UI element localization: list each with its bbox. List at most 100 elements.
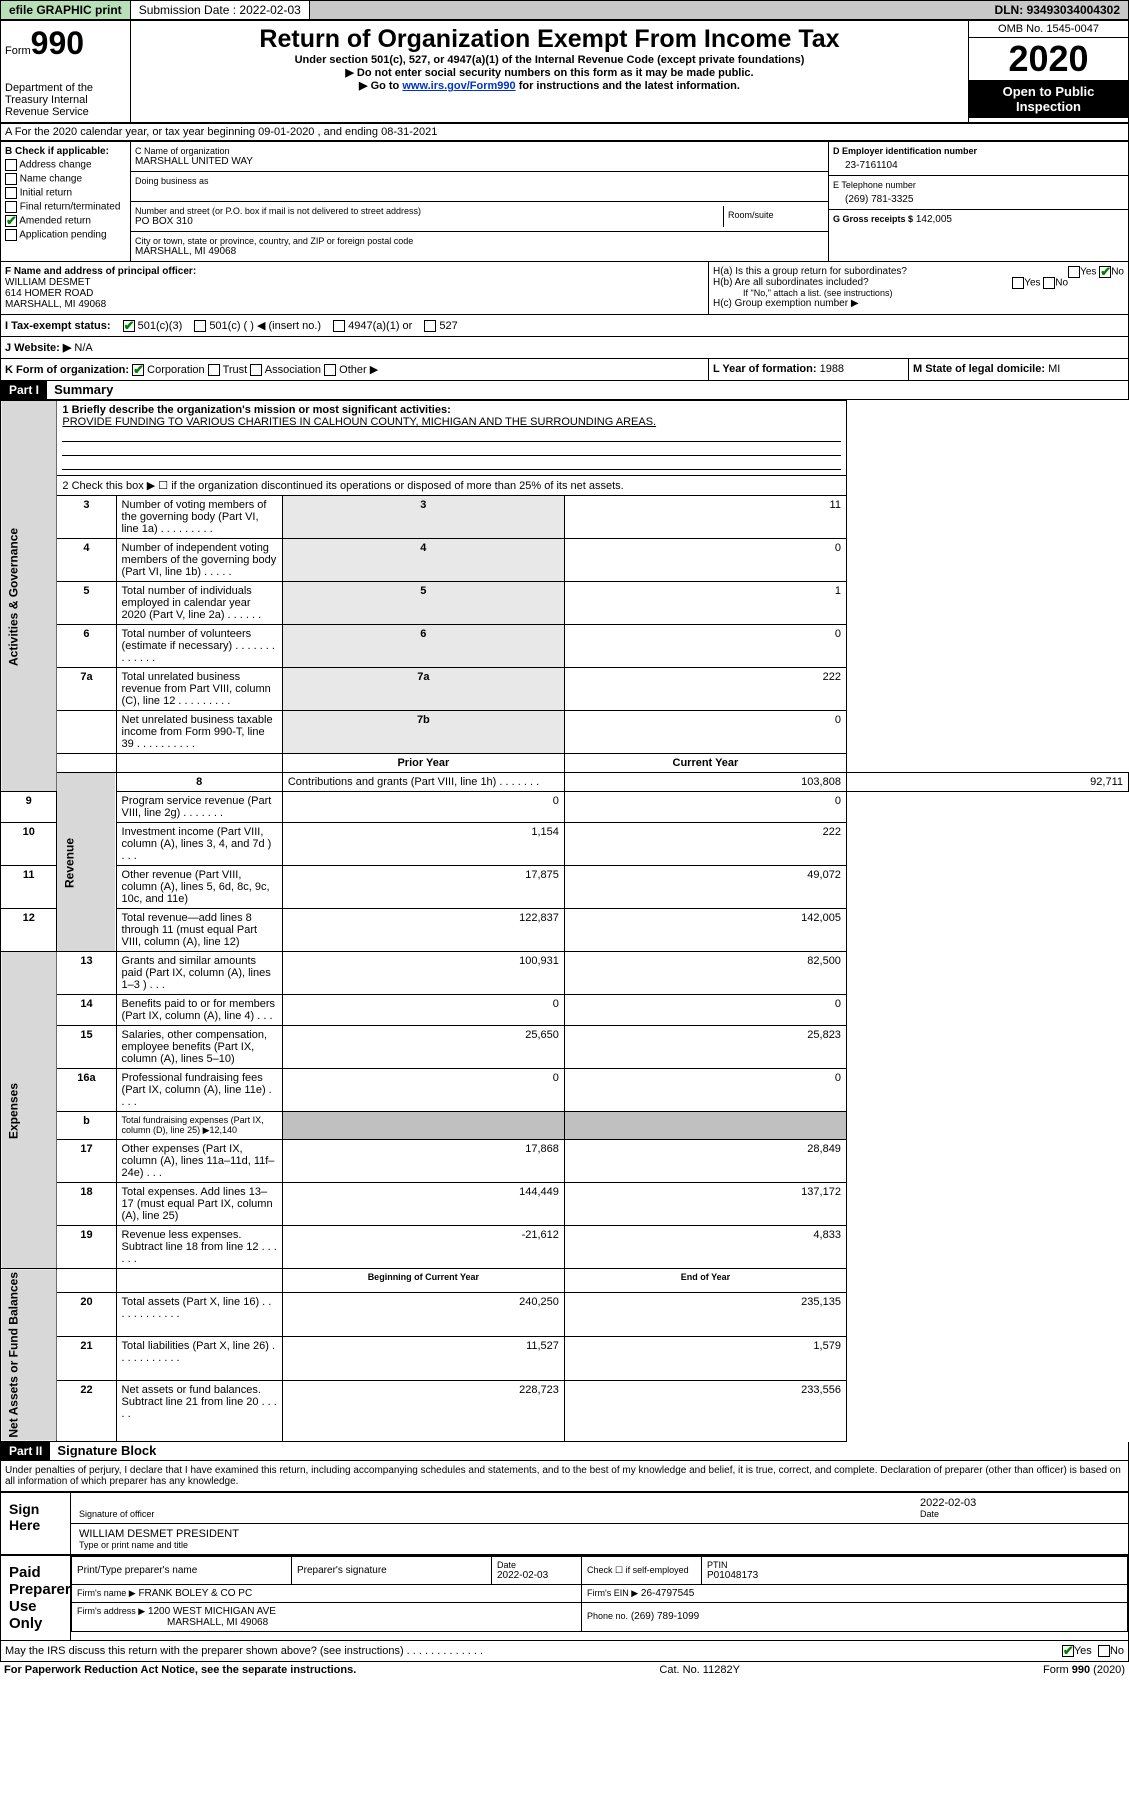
self-emp: Check ☐ if self-employed bbox=[582, 1556, 702, 1584]
table-row: 21Total liabilities (Part X, line 26) . … bbox=[1, 1337, 1129, 1381]
gross-receipts-label: G Gross receipts $ bbox=[833, 214, 913, 224]
footer-left: For Paperwork Reduction Act Notice, see … bbox=[4, 1664, 356, 1676]
firm-addr-label: Firm's address ▶ bbox=[77, 1606, 145, 1616]
hb-row: H(b) Are all subordinates included? Yes … bbox=[713, 277, 1124, 288]
tax-status-label: I Tax-exempt status: bbox=[5, 320, 111, 332]
sign-here-block: Sign Here Signature of officer 2022-02-0… bbox=[0, 1492, 1129, 1555]
firm-addr2: MARSHALL, MI 49068 bbox=[77, 1617, 268, 1628]
table-row: Net unrelated business taxable income fr… bbox=[1, 711, 1129, 754]
officer-addr1: 614 HOMER ROAD bbox=[5, 288, 704, 299]
prep-date-label: Date bbox=[497, 1560, 576, 1570]
ein-label: D Employer identification number bbox=[833, 146, 1124, 156]
sig-date-label: Date bbox=[920, 1509, 1120, 1519]
chk-address-change[interactable]: Address change bbox=[5, 159, 126, 171]
officer-print-label: Type or print name and title bbox=[79, 1540, 1120, 1550]
chk-4947[interactable]: 4947(a)(1) or bbox=[333, 320, 412, 332]
address: PO BOX 310 bbox=[135, 216, 723, 227]
box-c: C Name of organization MARSHALL UNITED W… bbox=[131, 142, 828, 261]
chk-app-pending[interactable]: Application pending bbox=[5, 229, 126, 241]
discuss-yes[interactable]: Yes bbox=[1062, 1645, 1092, 1657]
department: Department of the Treasury Internal Reve… bbox=[5, 82, 126, 118]
m-value: MI bbox=[1048, 363, 1060, 375]
chk-501c3[interactable]: 501(c)(3) bbox=[123, 320, 183, 332]
ptin-label: PTIN bbox=[707, 1560, 1122, 1570]
l-label: L Year of formation: bbox=[713, 363, 817, 375]
chk-corp[interactable]: Corporation bbox=[132, 364, 205, 376]
part2-badge: Part II bbox=[1, 1442, 50, 1460]
table-row: 10Investment income (Part VIII, column (… bbox=[1, 823, 1129, 866]
org-name: MARSHALL UNITED WAY bbox=[135, 156, 824, 167]
gross-receipts-value: 142,005 bbox=[916, 214, 952, 225]
chk-assoc[interactable]: Association bbox=[250, 364, 321, 376]
hb-note: If "No," attach a list. (see instruction… bbox=[713, 288, 1124, 298]
discuss-row: May the IRS discuss this return with the… bbox=[0, 1641, 1129, 1662]
officer-name: WILLIAM DESMET bbox=[5, 277, 704, 288]
form-header: Form990 Department of the Treasury Inter… bbox=[0, 20, 1129, 123]
part1-title: Summary bbox=[54, 382, 113, 397]
section-rev: Revenue bbox=[57, 773, 116, 952]
sign-here-label: Sign Here bbox=[1, 1493, 71, 1554]
col-end: End of Year bbox=[564, 1269, 846, 1293]
part1-badge: Part I bbox=[1, 381, 47, 399]
paid-prep-label: Paid Preparer Use Only bbox=[1, 1556, 71, 1640]
table-row: 17Other expenses (Part IX, column (A), l… bbox=[1, 1140, 1129, 1183]
dln: DLN: 93493034004302 bbox=[987, 1, 1128, 19]
firm-phone-label: Phone no. bbox=[587, 1611, 628, 1621]
firm-phone: (269) 789-1099 bbox=[631, 1611, 699, 1622]
chk-other[interactable]: Other ▶ bbox=[324, 364, 378, 376]
chk-final-return[interactable]: Final return/terminated bbox=[5, 201, 126, 213]
dba-label: Doing business as bbox=[135, 176, 824, 186]
paid-preparer-block: Paid Preparer Use Only Print/Type prepar… bbox=[0, 1555, 1129, 1641]
firm-ein: 26-4797545 bbox=[641, 1588, 694, 1599]
part1-header: Part I Summary bbox=[0, 381, 1129, 400]
table-row: 9Program service revenue (Part VIII, lin… bbox=[1, 792, 1129, 823]
table-row: 12Total revenue—add lines 8 through 11 (… bbox=[1, 909, 1129, 952]
table-row: 14Benefits paid to or for members (Part … bbox=[1, 995, 1129, 1026]
table-row: 20Total assets (Part X, line 16) . . . .… bbox=[1, 1293, 1129, 1337]
line2: 2 Check this box ▶ ☐ if the organization… bbox=[57, 476, 847, 496]
form-title: Return of Organization Exempt From Incom… bbox=[135, 25, 964, 54]
table-row: 16aProfessional fundraising fees (Part I… bbox=[1, 1069, 1129, 1112]
form-note2: ▶ Go to www.irs.gov/Form990 for instruct… bbox=[135, 79, 964, 92]
col-beg: Beginning of Current Year bbox=[282, 1269, 564, 1293]
chk-amended-return[interactable]: Amended return bbox=[5, 215, 126, 227]
line-a: A For the 2020 calendar year, or tax yea… bbox=[0, 123, 1129, 141]
prep-date: 2022-02-03 bbox=[497, 1570, 576, 1581]
discuss-no[interactable]: No bbox=[1098, 1645, 1124, 1657]
footer-mid: Cat. No. 11282Y bbox=[659, 1664, 740, 1676]
efile-graphic-button[interactable]: efile GRAPHIC print bbox=[1, 1, 131, 19]
row-f-h: F Name and address of principal officer:… bbox=[0, 262, 1129, 315]
right-info: D Employer identification number 23-7161… bbox=[828, 142, 1128, 261]
chk-527[interactable]: 527 bbox=[424, 320, 457, 332]
city: MARSHALL, MI 49068 bbox=[135, 246, 824, 257]
chk-initial-return[interactable]: Initial return bbox=[5, 187, 126, 199]
ein-value: 23-7161104 bbox=[833, 156, 1124, 171]
firm-addr1: 1200 WEST MICHIGAN AVE bbox=[148, 1606, 276, 1617]
chk-501c[interactable]: 501(c) ( ) ◀ (insert no.) bbox=[194, 319, 321, 332]
table-row: 11Other revenue (Part VIII, column (A), … bbox=[1, 866, 1129, 909]
hc-row: H(c) Group exemption number ▶ bbox=[713, 298, 1124, 309]
tax-year: 2020 bbox=[969, 38, 1128, 80]
section-ag: Activities & Governance bbox=[1, 401, 57, 792]
col-prior: Prior Year bbox=[282, 754, 564, 773]
box-b: B Check if applicable: Address change Na… bbox=[1, 142, 131, 261]
form-number: 990 bbox=[31, 25, 84, 61]
prep-name-label: Print/Type preparer's name bbox=[72, 1556, 292, 1584]
part2-header: Part II Signature Block bbox=[0, 1442, 1129, 1461]
table-row: 19Revenue less expenses. Subtract line 1… bbox=[1, 1226, 1129, 1269]
preparer-table: Print/Type preparer's name Preparer's si… bbox=[71, 1556, 1128, 1632]
top-bar: efile GRAPHIC print Submission Date : 20… bbox=[0, 0, 1129, 20]
section-net: Net Assets or Fund Balances bbox=[1, 1269, 57, 1442]
table-row: 15Salaries, other compensation, employee… bbox=[1, 1026, 1129, 1069]
sig-date: 2022-02-03 bbox=[920, 1497, 1120, 1509]
chk-trust[interactable]: Trust bbox=[208, 364, 248, 376]
form-note1: ▶ Do not enter social security numbers o… bbox=[135, 66, 964, 79]
irs-link[interactable]: www.irs.gov/Form990 bbox=[402, 80, 515, 92]
table-row: 3Number of voting members of the governi… bbox=[1, 496, 1129, 539]
l-value: 1988 bbox=[820, 363, 844, 375]
chk-name-change[interactable]: Name change bbox=[5, 173, 126, 185]
omb-number: OMB No. 1545-0047 bbox=[969, 21, 1128, 38]
firm-ein-label: Firm's EIN ▶ bbox=[587, 1588, 638, 1598]
form-word: Form bbox=[5, 45, 31, 57]
form-subtitle: Under section 501(c), 527, or 4947(a)(1)… bbox=[135, 54, 964, 66]
